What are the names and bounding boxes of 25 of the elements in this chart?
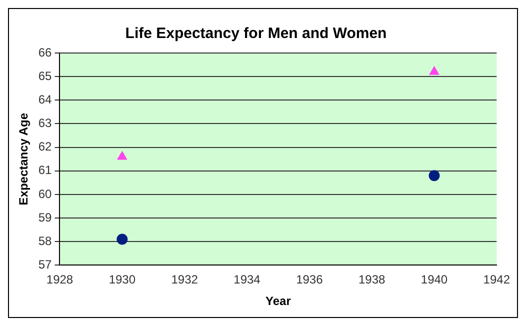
point: [116, 234, 128, 245]
y-tick-label: 65: [38, 68, 52, 83]
y-tick-label: 60: [38, 186, 52, 201]
x-tick-label: 1930: [108, 272, 136, 287]
point: [429, 66, 440, 75]
y-tick-label: 58: [38, 234, 52, 248]
x-tick-label: 1932: [171, 272, 198, 287]
y-tick-label: 57: [38, 258, 52, 272]
y-tick-label: 64: [38, 92, 52, 106]
y-tick-label: 62: [38, 140, 52, 154]
point: [117, 151, 127, 160]
chart-title: Life Expectancy for Men and Women: [125, 25, 387, 42]
x-tick-label: 1942: [483, 272, 510, 287]
x-tick-label: 1934: [234, 272, 261, 287]
x-tick-label: 1940: [420, 272, 448, 287]
y-tick-label: 59: [38, 210, 52, 224]
x-tick-label: 1928: [46, 272, 74, 287]
y-axis-title: Expectancy Age: [16, 112, 31, 206]
y-tick-label: 61: [38, 163, 52, 178]
y-tick-label: 66: [38, 45, 52, 60]
y-tick-label: 63: [38, 116, 52, 130]
x-tick-label: 1938: [358, 272, 386, 287]
point: [428, 170, 440, 182]
x-axis-title: Year: [266, 294, 292, 308]
x-tick-label: 1936: [296, 272, 324, 287]
